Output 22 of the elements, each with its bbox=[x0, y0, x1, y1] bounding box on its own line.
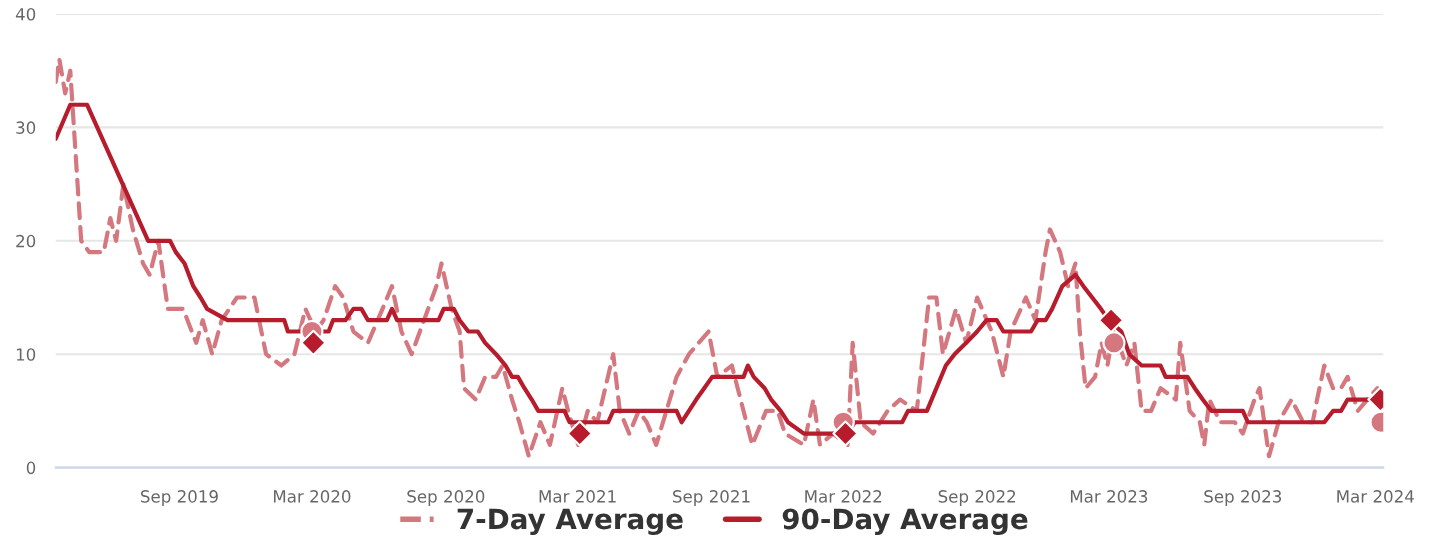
y-tick-label: 40 bbox=[15, 7, 36, 21]
point bbox=[566, 420, 593, 447]
x-tick-label: Sep 2021 bbox=[673, 490, 750, 506]
x-tick-label: Mar 2020 bbox=[273, 490, 351, 503]
y-tick-label: 0 bbox=[26, 461, 36, 475]
point bbox=[832, 420, 859, 447]
x-tick-label: Mar 2024 bbox=[1337, 490, 1414, 503]
y-tick-label: 20 bbox=[16, 234, 36, 248]
x-tick-label: Mar 2022 bbox=[805, 490, 882, 503]
x-tick-label: Sep 2020 bbox=[407, 490, 485, 506]
legend-label: 7-Day Average bbox=[457, 508, 683, 535]
x-tick-label: Mar 2021 bbox=[539, 490, 616, 503]
x-tick-label: Mar 2023 bbox=[1070, 490, 1148, 503]
y-tick-label: 10 bbox=[16, 348, 36, 361]
y-tick-label: 30 bbox=[16, 121, 36, 134]
point bbox=[300, 329, 327, 356]
x-tick-label: Sep 2022 bbox=[938, 490, 1016, 506]
legend-label: 90-Day Average bbox=[782, 508, 1028, 535]
point bbox=[1098, 307, 1125, 334]
x-tick-label: Sep 2023 bbox=[1204, 490, 1282, 506]
x-tick-label: Sep 2019 bbox=[140, 490, 218, 506]
point bbox=[1102, 331, 1126, 355]
